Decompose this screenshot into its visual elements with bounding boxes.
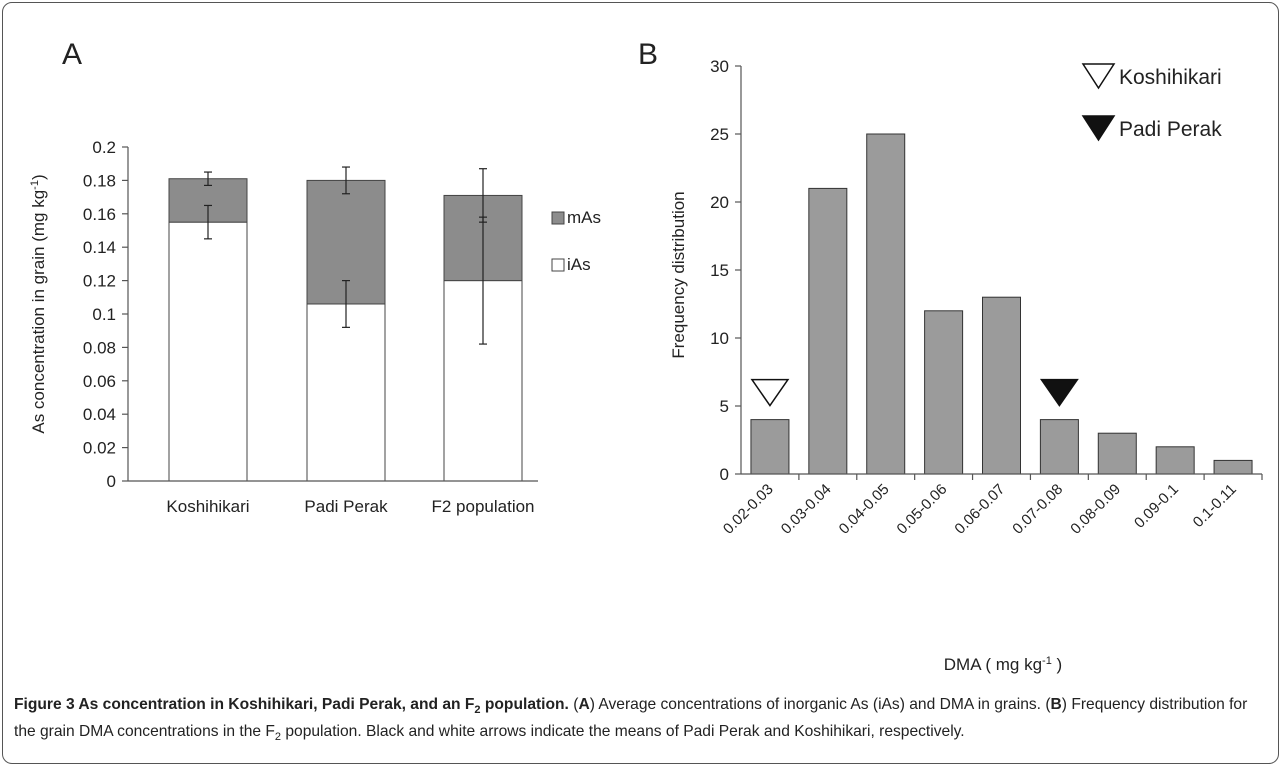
histogram-bar	[924, 310, 964, 475]
panel-b-bars	[750, 133, 1253, 475]
y-tick-label: 0.04	[83, 405, 116, 424]
y-tick-label: 0.06	[83, 372, 116, 391]
panel-a: A As concentration in grain (mg kg-1) 00…	[29, 38, 601, 516]
y-tick-label: 25	[710, 125, 729, 144]
x-tick-label: 0.09-0.1	[1131, 481, 1182, 532]
x-category-label: F2 population	[431, 497, 534, 516]
panel-b-y-axis-label: Frequency distribution	[669, 191, 688, 358]
x-tick-label: 0.06-0.07	[951, 481, 1008, 538]
panel-b-x-axis-label: DMA ( mg kg-1 )	[944, 655, 1062, 674]
x-category-label: Padi Perak	[304, 497, 388, 516]
x-tick-label: 0.05-0.06	[894, 481, 951, 538]
caption-title: As concentration in Koshihikari, Padi Pe…	[74, 696, 569, 717]
x-tick-label: 0.07-0.08	[1009, 481, 1066, 538]
histogram-bar	[1213, 459, 1253, 475]
histogram-bar	[808, 187, 848, 475]
legend-label-ias: iAs	[567, 255, 591, 274]
x-tick-label: 0.08-0.09	[1067, 481, 1124, 538]
panel-a-y-axis-label: As concentration in grain (mg kg-1)	[29, 174, 48, 433]
figure-caption: Figure 3 As concentration in Koshihikari…	[14, 696, 1248, 744]
panel-a-letter: A	[62, 38, 82, 71]
open-triangle-icon	[1081, 63, 1116, 90]
y-tick-label: 0.12	[83, 272, 116, 291]
panel-b: B Frequency distribution 0 5 10 15 20 25 30 0.…	[638, 38, 1263, 674]
y-tick-label: 0.02	[83, 439, 116, 458]
open-triangle-icon	[750, 378, 790, 407]
y-tick-label: 0	[107, 472, 116, 491]
x-tick-label: 0.03-0.04	[778, 481, 835, 538]
y-tick-label: 0.08	[83, 338, 116, 357]
panel-a-bars	[168, 178, 523, 482]
panel-b-bar-markers	[750, 378, 1079, 407]
x-tick-label: 0.1-0.11	[1190, 481, 1240, 531]
filled-triangle-icon	[1081, 115, 1116, 142]
legend-label-mas: mAs	[567, 208, 601, 227]
x-tick-label: 0.02-0.03	[720, 481, 777, 538]
legend-swatch-ias	[551, 258, 565, 272]
y-tick-label: 0.2	[92, 138, 116, 157]
panel-b-letter: B	[638, 38, 658, 71]
panel-a-legend: mAs iAs	[551, 208, 601, 274]
filled-triangle-icon	[1039, 378, 1079, 407]
y-tick-label: 10	[710, 329, 729, 348]
panel-a-y-ticks: 0 0.02 0.04 0.06 0.08 0.1 0.12 0.14 0.16 0.18 0.2	[83, 138, 128, 491]
panel-b-y-ticks: 0 5 10 15 20 25 30	[710, 57, 741, 484]
panel-a-error-bars	[204, 166, 487, 345]
legend-label-koshihikari: Koshihikari	[1119, 66, 1222, 89]
y-tick-label: 0.18	[83, 171, 116, 190]
y-tick-label: 0	[720, 465, 729, 484]
bar-ias	[443, 280, 523, 482]
histogram-bar	[1155, 446, 1195, 475]
y-tick-label: 30	[710, 57, 729, 76]
histogram-bar	[1097, 432, 1137, 475]
y-tick-label: 0.14	[83, 238, 116, 257]
bar-ias	[168, 221, 248, 482]
caption-figure-label: Figure 3	[14, 696, 75, 713]
legend-label-padi-perak: Padi Perak	[1119, 118, 1222, 141]
histogram-bar	[1039, 419, 1079, 475]
figure-canvas: A As concentration in grain (mg kg-1) 00…	[29, 38, 1263, 674]
bar-ias	[306, 303, 386, 482]
legend-swatch-mas	[551, 211, 565, 225]
y-tick-label: 5	[720, 397, 729, 416]
histogram-bar	[866, 133, 906, 475]
histogram-bar	[750, 419, 790, 475]
y-tick-label: 0.1	[92, 305, 116, 324]
x-category-label: Koshihikari	[166, 497, 249, 516]
panel-b-legend: Koshihikari Padi Perak	[1081, 63, 1222, 142]
histogram-bar	[982, 296, 1021, 475]
panel-b-x-labels: 0.02-0.03 0.03-0.04 0.04-0.05 0.05-0.06 0.06…	[720, 474, 1263, 538]
y-tick-label: 0.16	[83, 205, 116, 224]
panel-a-x-labels: Koshihikari Padi Perak F2 population	[166, 497, 534, 516]
x-tick-label: 0.04-0.05	[836, 481, 893, 538]
y-tick-label: 20	[710, 193, 729, 212]
y-tick-label: 15	[710, 261, 729, 280]
